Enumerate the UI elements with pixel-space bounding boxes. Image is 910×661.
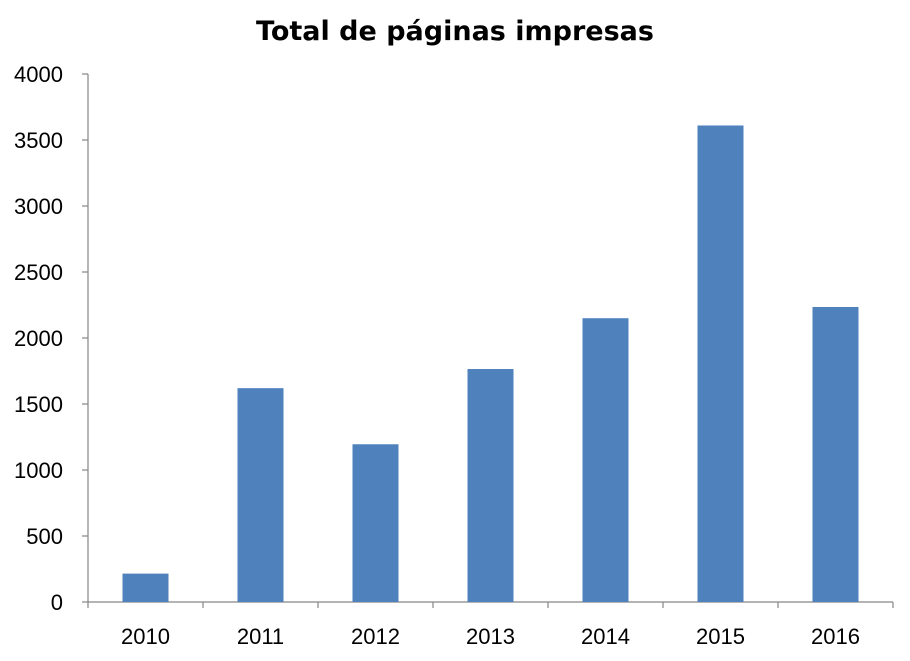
x-tick-label: 2012 — [351, 624, 400, 649]
bar-2014 — [582, 318, 629, 602]
y-tick-label: 2000 — [14, 326, 63, 351]
x-tick-label: 2015 — [696, 624, 745, 649]
x-tick-label: 2010 — [121, 624, 170, 649]
y-tick-label: 2500 — [14, 260, 63, 285]
chart-title: Total de páginas impresas — [256, 16, 654, 47]
bars — [122, 125, 859, 602]
y-tick-label: 4000 — [14, 62, 63, 87]
bar-2010 — [122, 573, 169, 602]
bar-2015 — [697, 125, 744, 602]
y-tick-label: 0 — [51, 590, 63, 615]
x-tick-label: 2013 — [466, 624, 515, 649]
y-tick-label: 500 — [26, 524, 63, 549]
y-tick-label: 1500 — [14, 392, 63, 417]
bar-2011 — [237, 388, 284, 602]
bar-2013 — [467, 369, 514, 602]
y-tick-label: 1000 — [14, 458, 63, 483]
x-axis-ticks: 2010 2011 2012 2013 2014 2015 2016 — [87, 602, 894, 649]
bar-2012 — [352, 444, 399, 602]
y-tick-label: 3000 — [14, 194, 63, 219]
x-tick-label: 2014 — [581, 624, 630, 649]
y-axis-ticks: 0 500 1000 1500 2000 2500 3000 3500 4000 — [14, 62, 88, 615]
x-tick-label: 2016 — [811, 624, 860, 649]
bar-2016 — [812, 306, 859, 602]
x-tick-label: 2011 — [237, 624, 284, 649]
y-tick-label: 3500 — [14, 128, 63, 153]
